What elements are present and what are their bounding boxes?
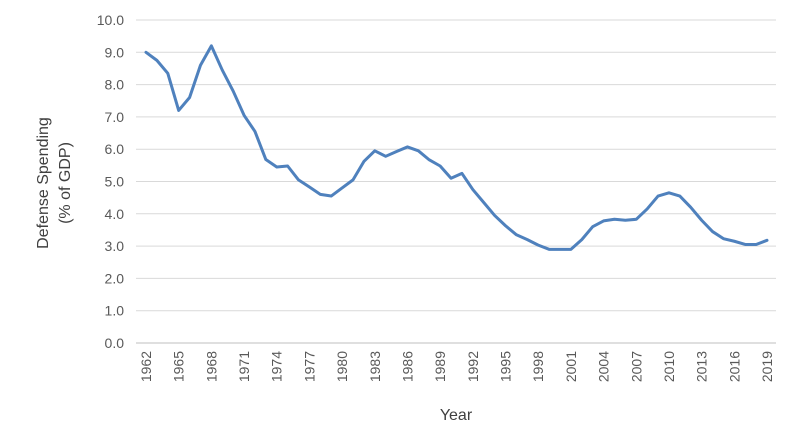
x-tick-label: 1998 bbox=[530, 351, 546, 382]
y-tick-label: 6.0 bbox=[105, 141, 125, 157]
x-tick-label: 2013 bbox=[694, 351, 710, 382]
y-tick-label: 10.0 bbox=[97, 12, 124, 28]
y-tick-label: 4.0 bbox=[105, 206, 125, 222]
x-tick-label: 2004 bbox=[596, 351, 612, 382]
x-tick-label: 2007 bbox=[628, 351, 644, 382]
y-axis-title-line1: Defense Spending bbox=[35, 117, 52, 249]
x-tick-label: 1974 bbox=[269, 351, 285, 382]
y-axis-ticks: 0.0 1.0 2.0 3.0 4.0 5.0 6.0 7.0 8.0 9.0 10.0 bbox=[97, 12, 124, 351]
x-tick-label: 1983 bbox=[367, 351, 383, 382]
x-tick-label: 2001 bbox=[563, 351, 579, 382]
x-tick-label: 1980 bbox=[334, 351, 350, 382]
y-tick-label: 1.0 bbox=[105, 303, 125, 319]
x-tick-label: 2019 bbox=[759, 351, 775, 382]
y-tick-label: 9.0 bbox=[105, 44, 125, 60]
x-tick-label: 1962 bbox=[138, 351, 154, 382]
x-axis-ticks: 1962 1965 1968 1971 1974 1977 1980 1983 1986 1989… bbox=[138, 351, 775, 382]
x-tick-label: 2010 bbox=[661, 351, 677, 382]
y-tick-label: 8.0 bbox=[105, 77, 125, 93]
y-tick-label: 5.0 bbox=[105, 174, 125, 190]
x-tick-label: 1986 bbox=[399, 351, 415, 382]
x-tick-label: 1968 bbox=[203, 351, 219, 382]
x-tick-label: 2016 bbox=[726, 351, 742, 382]
y-tick-label: 3.0 bbox=[105, 238, 125, 254]
gridlines bbox=[136, 19, 776, 344]
defense-spending-line bbox=[144, 44, 769, 251]
x-tick-label: 1977 bbox=[301, 351, 317, 382]
x-tick-label: 1989 bbox=[432, 351, 448, 382]
y-tick-label: 7.0 bbox=[105, 109, 125, 125]
x-axis-title: Year bbox=[440, 407, 473, 424]
series-line bbox=[144, 44, 769, 251]
y-tick-label: 0.0 bbox=[105, 335, 125, 351]
x-tick-label: 1992 bbox=[465, 351, 481, 382]
x-tick-label: 1965 bbox=[171, 351, 187, 382]
y-axis-title-line2: (% of GDP) bbox=[57, 142, 74, 224]
x-tick-label: 1995 bbox=[498, 351, 514, 382]
y-tick-label: 2.0 bbox=[105, 270, 125, 286]
x-tick-label: 1971 bbox=[236, 351, 252, 382]
